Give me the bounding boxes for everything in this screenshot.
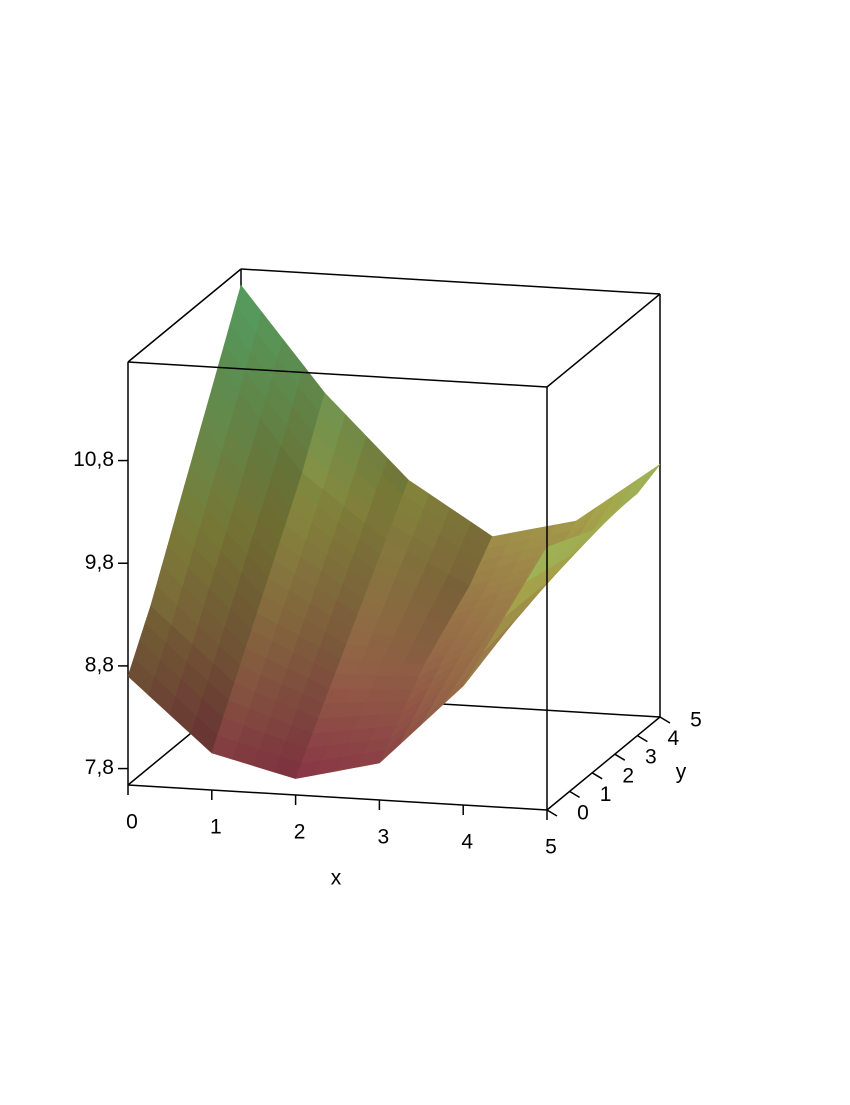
y-tick: [569, 790, 580, 799]
surface-patch: [525, 544, 554, 583]
y-tick-label: 4: [668, 727, 680, 750]
y-tick: [659, 716, 671, 724]
y-tick-label: 0: [577, 802, 589, 825]
x-tick-label: 5: [545, 836, 557, 859]
y-tick: [614, 753, 626, 761]
box-edge: [546, 716, 661, 811]
x-axis-label: x: [331, 867, 342, 890]
x-tick-label: 1: [210, 816, 222, 839]
x-tick-label: 4: [461, 831, 473, 854]
y-tick-label: 2: [622, 764, 634, 787]
x-tick-label: 2: [294, 821, 306, 844]
z-tick-label: 10,8: [73, 448, 114, 471]
x-tick-label: 3: [378, 826, 390, 849]
y-tick: [546, 809, 558, 817]
box-edge: [127, 361, 548, 388]
y-tick-label: 5: [690, 709, 702, 732]
surface-patch: [633, 464, 661, 487]
box-edge: [240, 268, 661, 295]
z-tick-label: 8,8: [85, 653, 114, 676]
surface-patch: [627, 471, 655, 495]
z-tick-label: 7,8: [85, 756, 114, 779]
y-tick: [637, 734, 648, 743]
box-edge: [546, 293, 661, 388]
y-tick-label: 1: [600, 783, 612, 806]
box-edge: [127, 268, 242, 363]
z-tick-label: 9,8: [85, 551, 114, 574]
y-axis-label: y: [676, 761, 687, 784]
box-edge: [127, 784, 548, 811]
y-tick-label: 3: [645, 746, 657, 769]
x-tick-label: 0: [126, 811, 138, 834]
surface: [127, 284, 661, 779]
y-tick: [591, 772, 603, 780]
